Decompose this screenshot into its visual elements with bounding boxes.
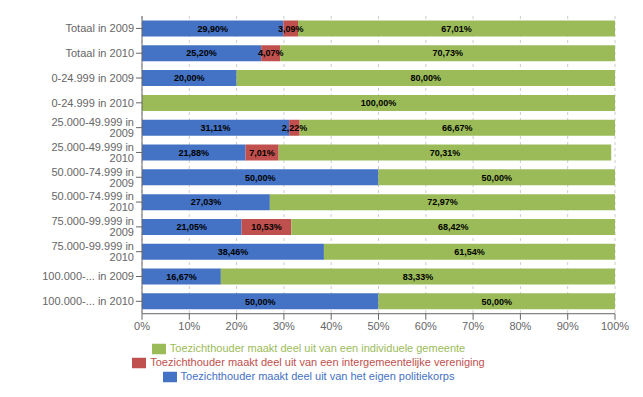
svg-text:21,88%: 21,88%: [178, 148, 209, 158]
svg-text:Totaal in 2009: Totaal in 2009: [66, 22, 135, 34]
svg-text:0%: 0%: [134, 320, 150, 332]
svg-text:100,00%: 100,00%: [361, 98, 397, 108]
svg-text:3,09%: 3,09%: [278, 24, 304, 34]
svg-text:20%: 20%: [226, 320, 248, 332]
svg-text:10%: 10%: [178, 320, 200, 332]
svg-text:0-24.999 in 2010: 0-24.999 in 2010: [51, 97, 134, 109]
svg-text:16,67%: 16,67%: [166, 272, 197, 282]
svg-text:50,00%: 50,00%: [481, 297, 512, 307]
svg-text:100%: 100%: [601, 320, 629, 332]
svg-text:40%: 40%: [320, 320, 342, 332]
svg-text:80%: 80%: [509, 320, 531, 332]
svg-text:Totaal in 2010: Totaal in 2010: [66, 47, 135, 59]
svg-text:10,53%: 10,53%: [251, 222, 282, 232]
svg-text:50%: 50%: [367, 320, 389, 332]
svg-text:75.000-99.999 in2010: 75.000-99.999 in2010: [51, 240, 134, 263]
svg-text:0-24.999 in 2009: 0-24.999 in 2009: [51, 72, 134, 84]
svg-text:100.000-... in 2009: 100.000-... in 2009: [42, 270, 134, 282]
svg-text:20,00%: 20,00%: [174, 73, 205, 83]
svg-text:31,11%: 31,11%: [201, 123, 231, 133]
html-text:Toezichthouder maakt deel uit: Toezichthouder maakt deel uit van een in…: [169, 341, 466, 354]
svg-text:75.000-99.999 in2009: 75.000-99.999 in2009: [51, 215, 134, 238]
svg-text:70%: 70%: [462, 320, 484, 332]
svg-text:90%: 90%: [557, 320, 579, 332]
svg-text:38,46%: 38,46%: [218, 247, 249, 257]
svg-text:80,00%: 80,00%: [411, 73, 442, 83]
svg-text:68,42%: 68,42%: [438, 222, 469, 232]
html-text:Toezichthouder maakt deel uit: Toezichthouder maakt deel uit van een in…: [150, 355, 485, 368]
svg-text:7,01%: 7,01%: [249, 148, 275, 158]
svg-text:25.000-49.999 in2010: 25.000-49.999 in2010: [51, 141, 134, 164]
svg-text:29,90%: 29,90%: [197, 24, 228, 34]
svg-text:2,22%: 2,22%: [282, 123, 308, 133]
svg-text:50,00%: 50,00%: [245, 297, 276, 307]
svg-text:60%: 60%: [415, 320, 437, 332]
svg-text:25,20%: 25,20%: [186, 48, 217, 58]
svg-text:66,67%: 66,67%: [442, 123, 473, 133]
svg-text:100.000-... in 2010: 100.000-... in 2010: [42, 295, 134, 307]
svg-text:50.000-74.999 in2009: 50.000-74.999 in2009: [51, 166, 134, 189]
svg-text:27,03%: 27,03%: [191, 197, 222, 207]
svg-text:21,05%: 21,05%: [177, 222, 208, 232]
html-text:Toezichthouder maakt deel uit: Toezichthouder maakt deel uit van het ei…: [180, 369, 455, 382]
svg-text:72,97%: 72,97%: [427, 197, 458, 207]
svg-text:70,73%: 70,73%: [432, 48, 463, 58]
svg-text:67,01%: 67,01%: [441, 24, 472, 34]
svg-text:70,31%: 70,31%: [430, 148, 461, 158]
svg-text:83,33%: 83,33%: [403, 272, 434, 282]
svg-text:50.000-74.999 in2010: 50.000-74.999 in2010: [51, 190, 134, 213]
svg-text:50,00%: 50,00%: [481, 173, 512, 183]
svg-text:50,00%: 50,00%: [245, 173, 276, 183]
svg-text:25.000-49.999 in2009: 25.000-49.999 in2009: [51, 116, 134, 139]
svg-text:61,54%: 61,54%: [454, 247, 485, 257]
svg-text:30%: 30%: [273, 320, 295, 332]
svg-text:4,07%: 4,07%: [258, 48, 284, 58]
